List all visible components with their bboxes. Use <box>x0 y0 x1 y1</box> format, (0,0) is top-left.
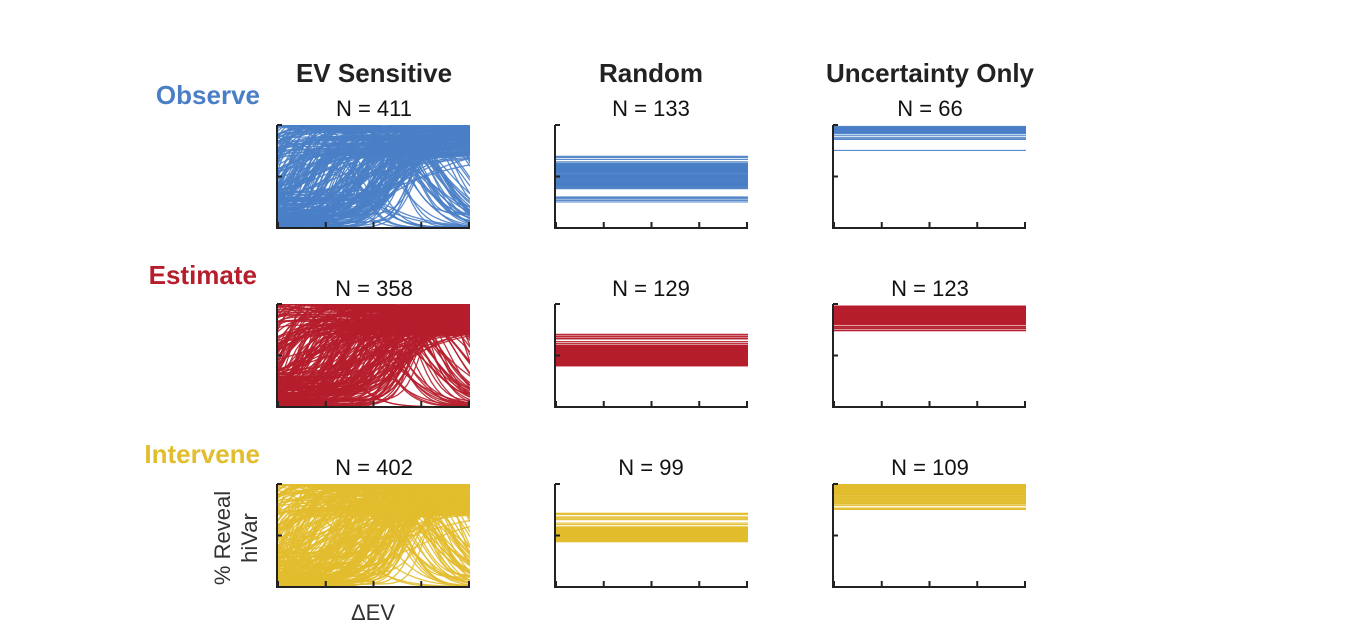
x-axis-label: ΔEV <box>323 600 423 626</box>
column-title-random: Random <box>521 58 781 89</box>
panel-estimate-uncertainty-only <box>833 304 1026 407</box>
y-axis-label: % Reveal hiVar <box>209 438 263 638</box>
column-title-ev-sensitive: EV Sensitive <box>244 58 504 89</box>
panel-count-label: N = 109 <box>830 455 1030 481</box>
panel-count-label: N = 133 <box>551 96 751 122</box>
row-title-observe: Observe <box>60 80 260 111</box>
axis-lines <box>833 125 1026 228</box>
panel-count-label: N = 123 <box>830 276 1030 302</box>
panel-count-label: N = 402 <box>274 455 474 481</box>
panel-intervene-ev-sensitive <box>277 484 470 587</box>
panel-count-label: N = 66 <box>830 96 1030 122</box>
panel-estimate-random <box>555 304 748 407</box>
panel-count-label: N = 99 <box>551 455 751 481</box>
column-title-uncertainty-only: Uncertainty Only <box>800 58 1060 89</box>
panel-count-label: N = 129 <box>551 276 751 302</box>
y-axis-label-line1: % Reveal <box>209 438 236 638</box>
panel-observe-uncertainty-only <box>833 125 1026 228</box>
panel-intervene-random <box>555 484 748 587</box>
series-line <box>277 482 470 483</box>
row-title-estimate: Estimate <box>57 260 257 291</box>
panel-intervene-uncertainty-only <box>833 484 1026 587</box>
panel-estimate-ev-sensitive <box>277 304 470 407</box>
y-axis-label-line2: hiVar <box>236 438 263 638</box>
panel-count-label: N = 358 <box>274 276 474 302</box>
figure: EV Sensitive Random Uncertainty Only Obs… <box>0 0 1372 621</box>
panel-count-label: N = 411 <box>274 96 474 122</box>
panel-observe-random <box>555 125 748 228</box>
panel-observe-ev-sensitive <box>277 125 470 228</box>
